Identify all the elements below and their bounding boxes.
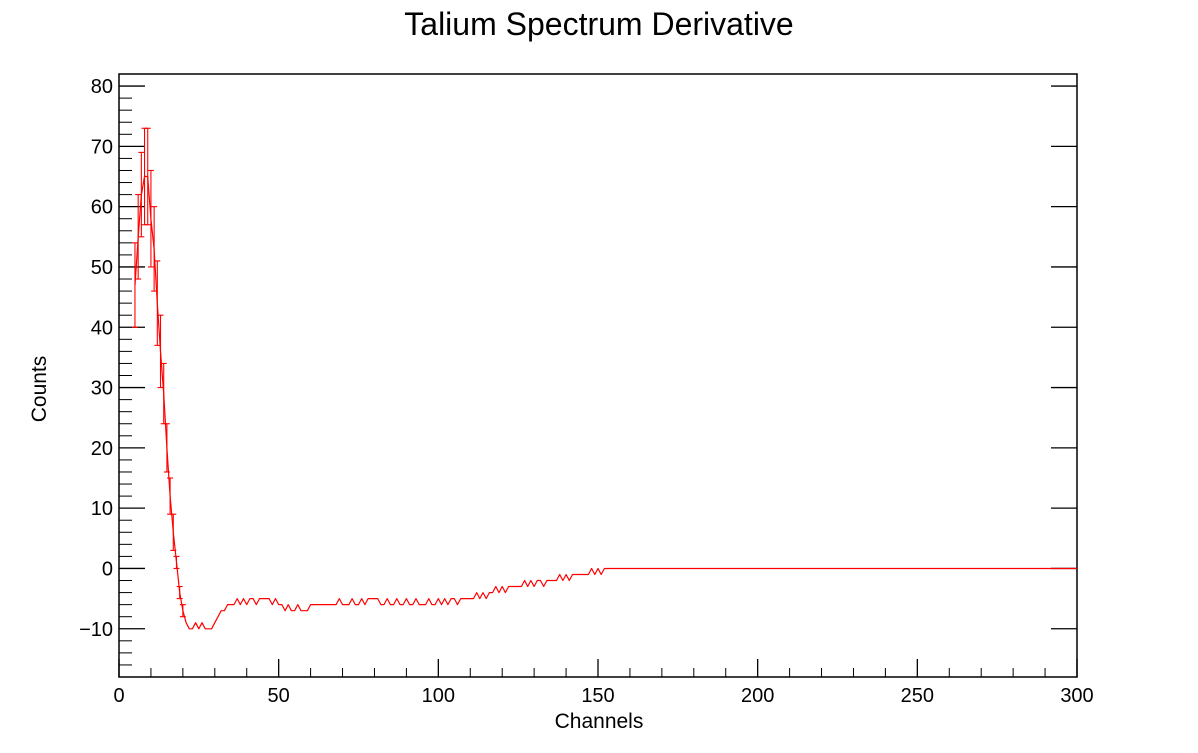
y-axis-title: Counts	[28, 356, 51, 423]
error-bars	[131, 127, 186, 618]
y-tick-label: −10	[79, 619, 113, 641]
chart-title: Talium Spectrum Derivative	[404, 6, 793, 42]
x-tick-label: 0	[113, 685, 124, 707]
y-tick-label: 20	[91, 438, 113, 460]
y-tick-label: 30	[91, 378, 113, 400]
y-axis-ticks: −10 0 10 20 30 40 50 60 70 80	[79, 73, 1077, 678]
x-tick-label: 100	[422, 685, 455, 707]
y-tick-label: 0	[102, 558, 113, 580]
x-tick-label: 250	[901, 685, 934, 707]
y-tick-label: 50	[91, 257, 113, 279]
y-tick-label: 40	[91, 317, 113, 339]
x-axis-title: Channels	[555, 710, 644, 733]
x-tick-label: 300	[1060, 685, 1093, 707]
y-tick-label: 10	[91, 498, 113, 520]
x-tick-label: 50	[268, 685, 290, 707]
y-tick-label: 70	[91, 136, 113, 158]
x-axis-ticks: 0 50 100 150 200 250 300	[113, 659, 1094, 707]
plot-frame	[118, 73, 1078, 678]
y-tick-label: 80	[91, 76, 113, 98]
x-tick-label: 200	[741, 685, 774, 707]
y-tick-label: 60	[91, 197, 113, 219]
series-line	[134, 175, 1077, 630]
series-layer	[134, 175, 1077, 630]
x-tick-label: 150	[581, 685, 614, 707]
